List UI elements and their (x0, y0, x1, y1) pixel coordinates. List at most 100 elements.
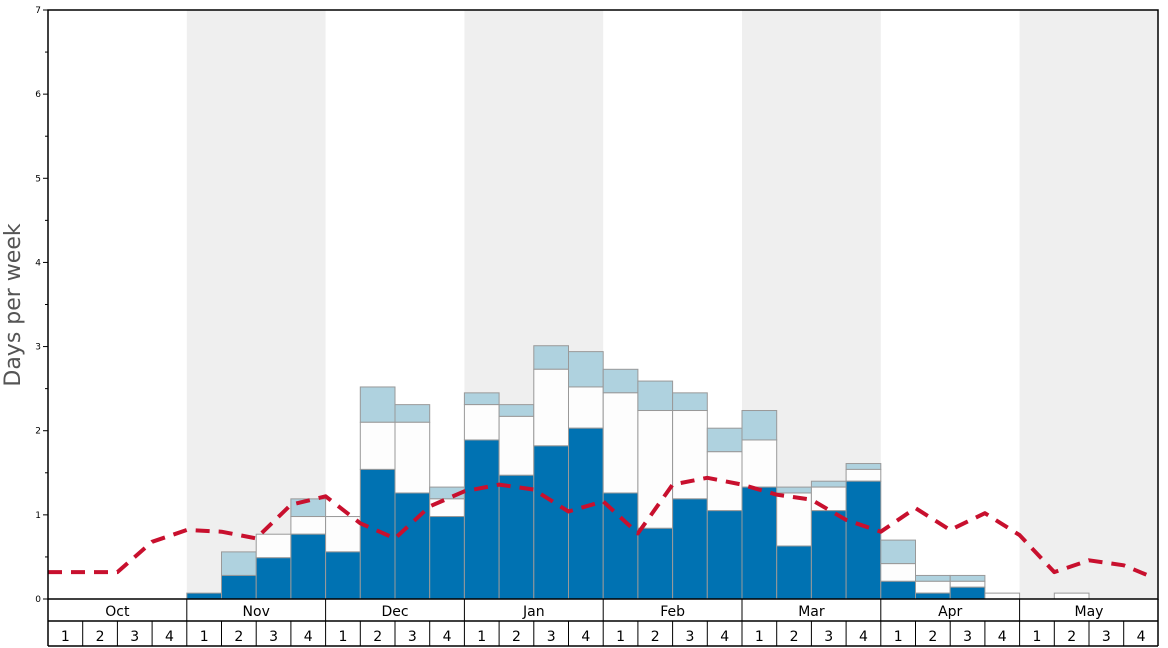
week-label: 2 (96, 629, 105, 645)
bar-segment-white (880, 563, 916, 582)
bar-segment-white (325, 516, 361, 553)
week-label: 2 (651, 629, 660, 645)
week-label: 2 (234, 629, 243, 645)
month-label-may: May (1075, 604, 1104, 620)
bar-segment-dark-blue (568, 427, 604, 600)
month-label-feb: Feb (660, 604, 685, 620)
week-label: 1 (61, 629, 70, 645)
bar-segment-light-blue (741, 410, 778, 441)
month-label-apr: Apr (938, 604, 962, 620)
week-label: 3 (1102, 629, 1111, 645)
y-tick-label-6: 6 (35, 90, 41, 100)
y-tick-label-2: 2 (35, 427, 41, 437)
bar-segment-white (498, 415, 535, 476)
bar-week-26 (915, 574, 951, 600)
week-label: 3 (408, 629, 417, 645)
bar-segment-white (949, 580, 986, 588)
bar-week-24 (845, 463, 882, 600)
week-label: 3 (547, 629, 556, 645)
week-label: 2 (1067, 629, 1076, 645)
bar-week-20 (706, 427, 743, 600)
bar-segment-white (1053, 592, 1090, 600)
bar-week-28 (984, 592, 1021, 600)
bar-week-18 (637, 380, 674, 600)
week-label: 1 (338, 629, 347, 645)
bar-segment-dark-blue (880, 580, 916, 600)
month-label-dec: Dec (381, 604, 408, 620)
bars (186, 345, 1090, 600)
bar-week-21 (741, 410, 778, 600)
y-tick-label-5: 5 (35, 174, 41, 184)
bar-segment-dark-blue (533, 445, 569, 600)
bar-week-23 (810, 480, 847, 600)
y-tick-label-1: 1 (35, 511, 41, 521)
week-labels: 1 2 3 4 1 2 3 4 1 2 3 4 1 2 3 4 1 2 3 4 1 2 3 4 1 2 3 4 1 2 3 4 (61, 621, 1146, 646)
bar-segment-dark-blue (741, 486, 778, 600)
week-label: 4 (998, 629, 1007, 645)
week-label: 3 (963, 629, 972, 645)
bar-week-8 (290, 498, 327, 600)
bar-week-22 (776, 486, 812, 600)
bar-segment-dark-blue (706, 510, 743, 600)
bar-segment-light-blue (706, 427, 743, 453)
bar-segment-white (290, 516, 327, 535)
bar-segment-white (394, 421, 431, 494)
bar-segment-white (533, 368, 569, 447)
week-label: 2 (512, 629, 521, 645)
bar-segment-white (845, 468, 882, 482)
bar-segment-light-blue (498, 404, 535, 417)
month-label-oct: Oct (105, 604, 130, 620)
bar-week-6 (221, 551, 257, 600)
bar-segment-dark-blue (221, 574, 257, 600)
bar-segment-dark-blue (290, 533, 327, 600)
month-label-nov: Nov (243, 604, 270, 620)
bar-segment-light-blue (637, 380, 674, 412)
bar-segment-dark-blue (429, 516, 465, 600)
bar-segment-white (359, 421, 396, 470)
bar-segment-white (915, 580, 951, 594)
week-label: 4 (581, 629, 590, 645)
bar-segment-light-blue (394, 404, 431, 423)
month-label-mar: Mar (798, 604, 825, 620)
bar-segment-white (568, 386, 604, 429)
bar-week-16 (568, 351, 604, 600)
bar-segment-light-blue (949, 574, 986, 582)
week-label: 1 (755, 629, 764, 645)
bar-week-5 (186, 592, 223, 600)
bar-segment-white (706, 451, 743, 512)
week-label: 2 (928, 629, 937, 645)
y-axis-label: Days per week (1, 223, 26, 386)
bar-segment-white (602, 392, 639, 494)
y-tick-label-3: 3 (35, 343, 41, 353)
bar-segment-light-blue (810, 480, 847, 488)
bar-segment-dark-blue (498, 474, 535, 600)
bar-segment-light-blue (776, 486, 812, 494)
bar-week-7 (255, 533, 292, 600)
bar-week-10 (359, 386, 396, 600)
bar-segment-dark-blue (186, 592, 223, 600)
bar-segment-light-blue (359, 386, 396, 423)
bar-segment-white (741, 439, 778, 488)
week-label: 3 (685, 629, 694, 645)
bar-segment-light-blue (463, 392, 500, 406)
week-label: 3 (130, 629, 139, 645)
bar-segment-dark-blue (776, 545, 812, 600)
bar-segment-white (255, 533, 292, 559)
week-label: 4 (1137, 629, 1146, 645)
week-label: 4 (443, 629, 452, 645)
month-label-jan: Jan (522, 604, 545, 620)
bar-week-27 (949, 574, 986, 600)
bar-segment-dark-blue (463, 439, 500, 600)
bar-week-19 (672, 392, 708, 600)
bar-segment-white (672, 410, 708, 500)
bar-segment-dark-blue (637, 527, 674, 600)
bar-segment-white (810, 486, 847, 512)
bar-segment-white (776, 492, 812, 547)
week-label: 1 (200, 629, 209, 645)
month-labels: Oct Nov Dec Jan Feb Mar Apr May (105, 599, 1103, 646)
bar-segment-dark-blue (915, 592, 951, 600)
bar-segment-dark-blue (845, 480, 882, 600)
y-tick-label-4: 4 (35, 258, 41, 268)
month-shading-bands (186, 10, 1159, 599)
bar-segment-dark-blue (255, 557, 292, 600)
